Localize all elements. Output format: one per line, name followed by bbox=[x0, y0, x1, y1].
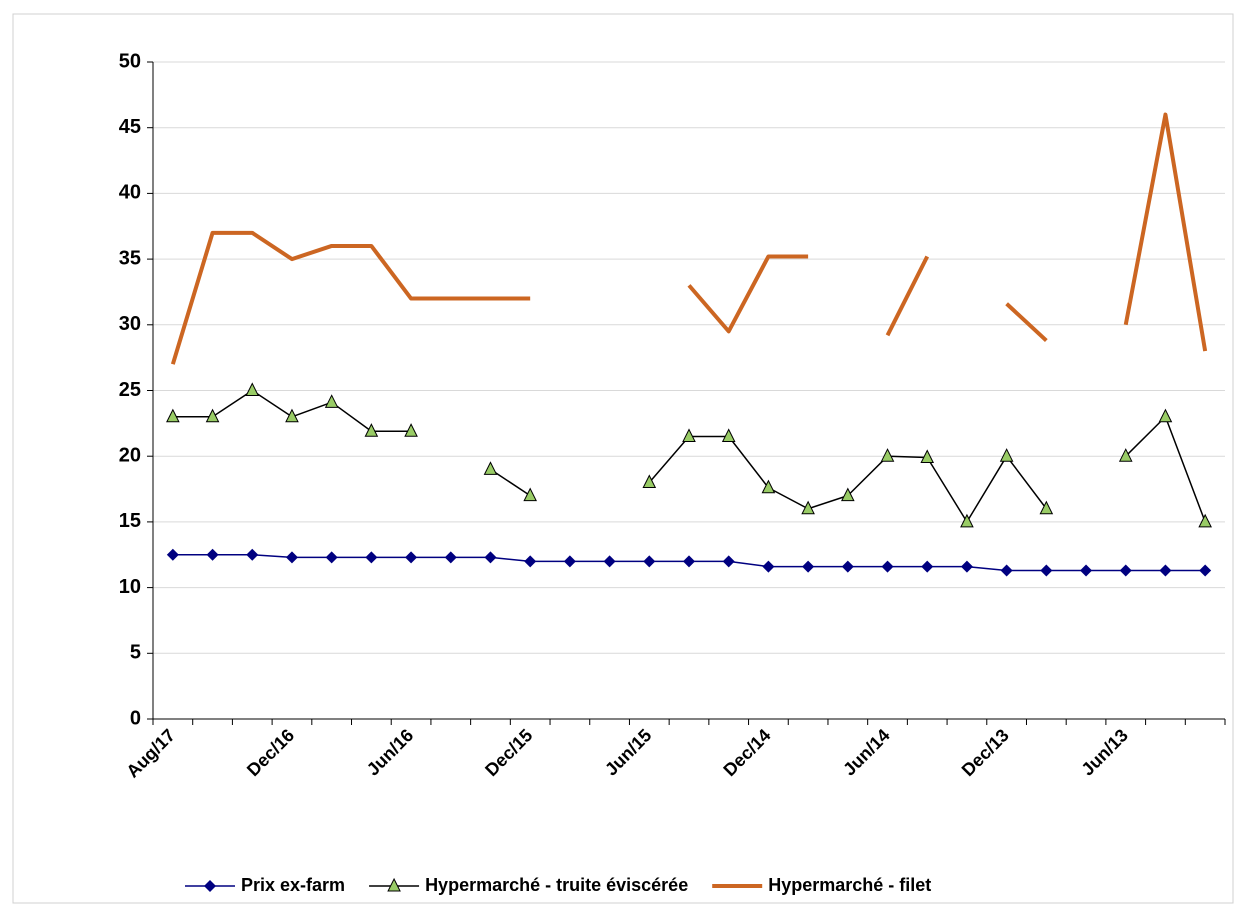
marker bbox=[364, 423, 379, 437]
marker bbox=[483, 461, 498, 475]
marker bbox=[721, 428, 736, 442]
marker bbox=[1198, 513, 1212, 528]
marker bbox=[881, 560, 894, 573]
marker bbox=[1000, 564, 1013, 577]
marker bbox=[444, 551, 457, 564]
marker bbox=[1158, 408, 1173, 423]
y-tick-label: 45 bbox=[119, 116, 141, 138]
marker bbox=[762, 560, 775, 573]
marker bbox=[603, 555, 616, 568]
marker bbox=[1039, 500, 1054, 515]
legend-label: Hypermarché - truite éviscérée bbox=[425, 875, 688, 895]
marker bbox=[722, 555, 735, 568]
marker bbox=[801, 500, 815, 515]
marker bbox=[166, 408, 180, 423]
y-tick-label: 50 bbox=[119, 50, 141, 72]
marker bbox=[642, 474, 657, 488]
marker bbox=[921, 560, 934, 573]
marker bbox=[999, 448, 1014, 462]
y-tick-label: 30 bbox=[119, 313, 141, 335]
marker bbox=[524, 555, 537, 568]
marker bbox=[523, 487, 537, 502]
marker bbox=[285, 408, 299, 423]
y-tick-label: 10 bbox=[119, 576, 141, 598]
legend-label: Prix ex-farm bbox=[241, 875, 345, 895]
legend-marker bbox=[204, 880, 216, 892]
marker bbox=[246, 548, 259, 561]
marker bbox=[920, 449, 935, 464]
marker bbox=[563, 555, 576, 568]
marker bbox=[880, 448, 895, 462]
y-tick-label: 0 bbox=[130, 707, 141, 729]
marker bbox=[1080, 564, 1093, 577]
y-tick-label: 35 bbox=[119, 247, 141, 269]
marker bbox=[166, 548, 179, 561]
marker bbox=[1118, 448, 1133, 462]
legend-label: Hypermarché - filet bbox=[768, 875, 931, 895]
marker bbox=[365, 551, 378, 564]
marker bbox=[1159, 564, 1172, 577]
marker bbox=[404, 423, 418, 437]
legend-marker bbox=[387, 877, 401, 892]
marker bbox=[405, 551, 418, 564]
marker bbox=[682, 428, 696, 442]
marker bbox=[206, 548, 219, 561]
marker bbox=[484, 551, 497, 564]
marker bbox=[802, 560, 815, 573]
marker bbox=[761, 479, 776, 494]
marker bbox=[960, 560, 973, 573]
marker bbox=[285, 551, 298, 564]
marker bbox=[643, 555, 656, 568]
marker bbox=[841, 560, 854, 573]
y-tick-label: 5 bbox=[130, 642, 141, 664]
marker bbox=[325, 551, 338, 564]
y-tick-label: 40 bbox=[119, 182, 141, 204]
marker bbox=[205, 408, 220, 423]
chart-border bbox=[12, 13, 1234, 904]
series-line bbox=[170, 112, 1208, 365]
marker bbox=[324, 394, 339, 408]
y-tick-label: 25 bbox=[119, 379, 141, 401]
y-tick-label: 20 bbox=[119, 444, 141, 466]
marker bbox=[683, 555, 695, 568]
marker bbox=[1040, 564, 1053, 577]
marker bbox=[1119, 564, 1132, 577]
marker bbox=[841, 487, 855, 502]
y-tick-label: 15 bbox=[119, 510, 141, 532]
marker bbox=[960, 513, 974, 528]
marker bbox=[245, 382, 260, 396]
marker bbox=[1199, 564, 1212, 577]
